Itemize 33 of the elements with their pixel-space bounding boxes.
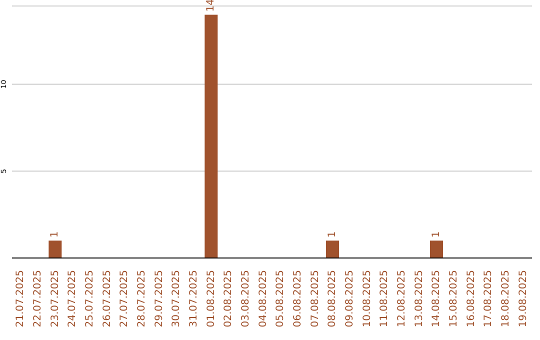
x-tick-label: 11.08.2025: [379, 270, 390, 328]
x-tick-label: 17.08.2025: [483, 270, 494, 328]
x-tick-label: 03.08.2025: [240, 270, 252, 328]
data-label: 1: [50, 231, 61, 238]
x-tick-label: 21.07.2025: [15, 270, 26, 328]
x-tick-label: 13.08.2025: [414, 270, 425, 328]
x-tick-label: 05.08.2025: [275, 270, 286, 328]
x-tick-label: 25.07.2025: [84, 270, 96, 328]
x-tick-label: 26.07.2025: [102, 270, 113, 328]
x-tick-label: 22.07.2025: [32, 270, 44, 328]
x-tick-label: 29.07.2025: [154, 270, 165, 328]
x-tick-label: 04.08.2025: [258, 270, 269, 328]
x-tick-label: 30.07.2025: [171, 270, 182, 328]
x-tick-label: 10.08.2025: [362, 270, 373, 328]
x-tick-label: 16.08.2025: [466, 270, 477, 328]
x-tick-label: 24.07.2025: [67, 270, 78, 328]
x-tick-label: 07.08.2025: [310, 270, 321, 328]
x-tick-label: 08.08.2025: [327, 270, 338, 328]
x-tick-label: 15.08.2025: [448, 270, 460, 328]
data-label: 1: [327, 231, 338, 238]
x-tick-label: 12.08.2025: [396, 270, 408, 328]
x-tick-label: 09.08.2025: [344, 270, 356, 328]
x-tick-label: 14.08.2025: [431, 270, 442, 328]
x-tick-label: 23.07.2025: [50, 270, 61, 328]
x-tick-label: 27.07.2025: [119, 270, 130, 328]
x-tick-label: 06.08.2025: [292, 270, 304, 328]
x-tick-label: 31.07.2025: [188, 270, 200, 328]
x-tick-label: 19.08.2025: [518, 270, 529, 328]
x-tick-label: 02.08.2025: [223, 270, 234, 328]
x-tick-label: 28.07.2025: [136, 270, 148, 328]
x-tick-label: 18.08.2025: [500, 270, 512, 328]
data-label: 1: [431, 231, 442, 238]
x-tick-label: 01.08.2025: [206, 270, 217, 328]
